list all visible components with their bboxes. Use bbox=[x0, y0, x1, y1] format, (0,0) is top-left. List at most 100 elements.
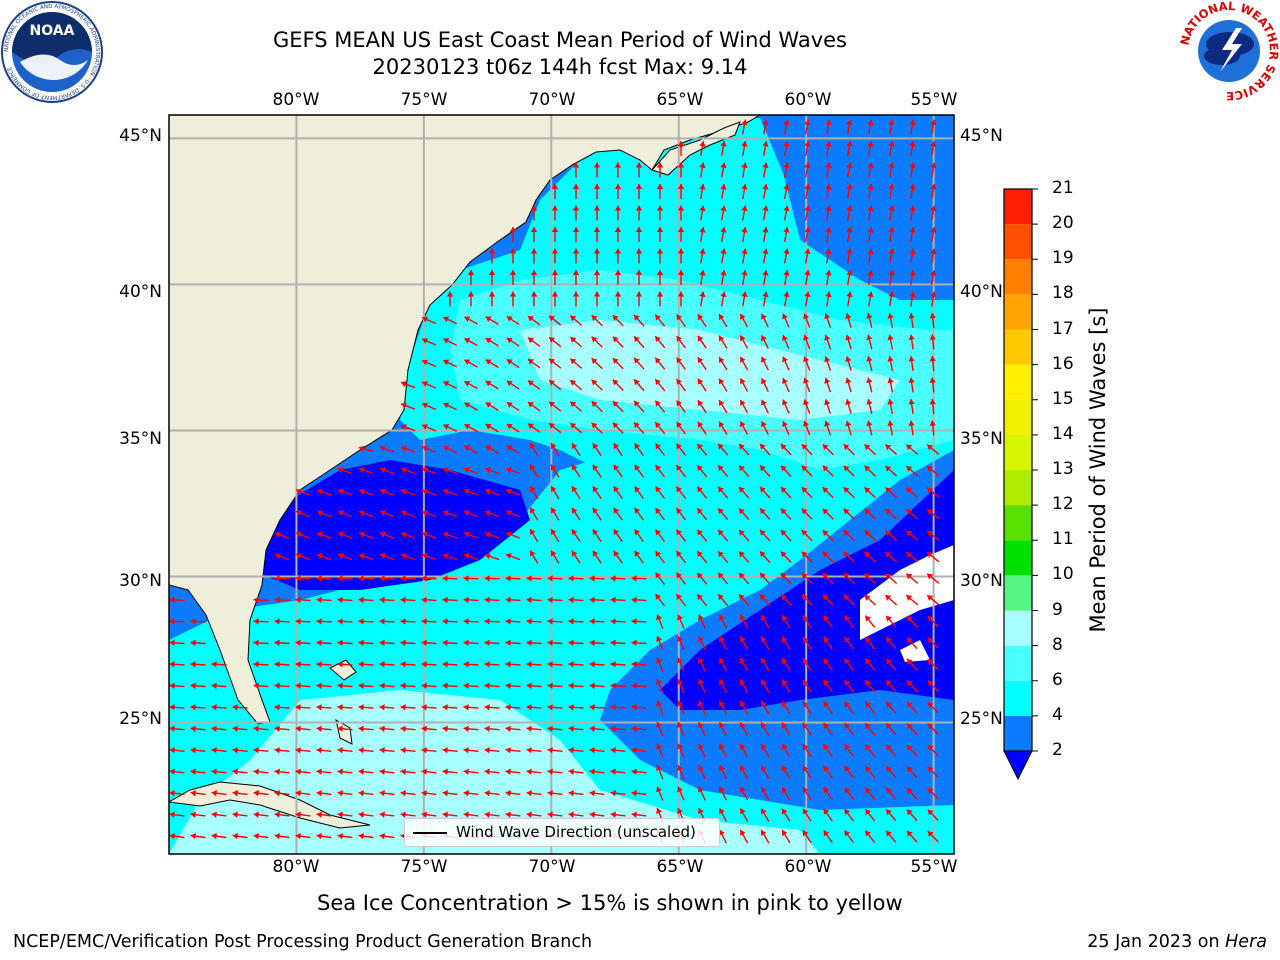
wave-direction-arrow bbox=[823, 722, 833, 736]
wave-direction-arrow bbox=[232, 790, 248, 797]
wave-direction-arrow bbox=[698, 635, 706, 651]
wave-direction-arrow bbox=[379, 553, 395, 561]
wave-direction-arrow bbox=[337, 682, 353, 689]
wave-direction-arrow bbox=[295, 704, 311, 711]
wave-direction-arrow bbox=[464, 423, 478, 433]
lat-tick-left-45n: 45°N bbox=[119, 126, 162, 146]
wave-direction-arrow bbox=[379, 833, 395, 840]
wave-direction-arrow bbox=[762, 162, 769, 178]
wave-direction-arrow bbox=[484, 661, 500, 668]
wave-direction-arrow bbox=[421, 510, 437, 518]
wave-direction-arrow bbox=[866, 399, 873, 414]
wave-direction-arrow bbox=[505, 811, 521, 818]
wave-direction-arrow bbox=[654, 421, 666, 435]
wave-direction-arrow bbox=[905, 444, 919, 455]
wave-direction-arrow bbox=[887, 377, 894, 393]
wave-direction-arrow bbox=[823, 786, 833, 801]
colorbar-bin bbox=[1004, 680, 1032, 716]
wave-direction-arrow bbox=[463, 790, 479, 797]
wave-direction-arrow bbox=[926, 530, 940, 541]
wave-direction-arrow bbox=[825, 226, 832, 243]
wave-direction-arrow bbox=[295, 747, 311, 754]
wave-direction-arrow bbox=[547, 725, 563, 732]
wave-direction-arrow bbox=[358, 682, 374, 689]
wave-direction-arrow bbox=[656, 657, 664, 672]
wave-direction-arrow bbox=[929, 398, 936, 415]
lon-tick-bottom-80w: 80°W bbox=[272, 857, 320, 877]
lat-tick-left-30n: 30°N bbox=[119, 571, 162, 591]
wave-direction-arrow bbox=[843, 443, 855, 456]
wave-direction-arrow bbox=[909, 183, 916, 200]
wave-direction-arrow bbox=[633, 335, 645, 349]
wave-direction-arrow bbox=[485, 359, 499, 368]
wave-direction-arrow bbox=[930, 226, 937, 243]
wave-direction-arrow bbox=[400, 682, 416, 689]
wave-direction-arrow bbox=[676, 400, 686, 413]
wave-direction-arrow bbox=[295, 811, 311, 818]
wave-direction-arrow bbox=[718, 829, 728, 844]
wave-direction-arrow bbox=[720, 248, 727, 264]
wave-direction-arrow bbox=[614, 184, 622, 199]
wave-direction-arrow bbox=[613, 464, 623, 478]
wave-direction-arrow bbox=[485, 337, 499, 347]
wave-direction-arrow bbox=[358, 510, 374, 518]
wave-direction-arrow bbox=[463, 768, 479, 775]
wave-direction-arrow bbox=[864, 572, 876, 585]
wave-direction-arrow bbox=[761, 399, 769, 414]
wave-direction-arrow bbox=[484, 682, 500, 689]
wave-direction-arrow bbox=[696, 529, 708, 542]
wave-direction-arrow bbox=[906, 808, 918, 822]
wave-direction-arrow bbox=[846, 140, 853, 157]
colorbar-tick-label: 14 bbox=[1052, 423, 1074, 444]
wave-direction-arrow bbox=[926, 465, 940, 477]
wave-direction-arrow bbox=[421, 811, 437, 818]
wave-direction-arrow bbox=[592, 507, 602, 521]
wave-direction-arrow bbox=[316, 639, 332, 646]
wave-direction-arrow bbox=[485, 445, 499, 454]
wave-direction-arrow bbox=[509, 291, 517, 307]
wave-direction-arrow bbox=[358, 531, 374, 539]
wave-direction-arrow bbox=[316, 618, 332, 625]
wave-direction-arrow bbox=[442, 402, 458, 411]
wave-direction-arrow bbox=[442, 467, 458, 475]
wave-direction-arrow bbox=[884, 529, 898, 542]
wave-direction-arrow bbox=[274, 811, 290, 818]
wave-direction-arrow bbox=[631, 725, 647, 732]
wave-direction-arrow bbox=[926, 573, 940, 584]
wave-direction-arrow bbox=[421, 618, 437, 625]
wave-direction-arrow bbox=[781, 700, 791, 715]
wave-direction-arrow bbox=[358, 445, 374, 453]
colorbar-tick-label: 16 bbox=[1052, 353, 1074, 374]
wave-direction-arrow bbox=[738, 464, 750, 478]
wave-direction-arrow bbox=[884, 572, 898, 585]
wave-direction-arrow bbox=[843, 486, 855, 499]
wave-direction-arrow bbox=[906, 722, 918, 736]
lon-tick-bottom-65w: 65°W bbox=[656, 857, 704, 877]
wave-direction-arrow bbox=[211, 768, 227, 775]
wave-direction-arrow bbox=[717, 572, 729, 585]
wave-direction-arrow bbox=[190, 618, 206, 625]
wave-direction-arrow bbox=[801, 443, 813, 456]
wave-direction-arrow bbox=[610, 618, 626, 625]
wave-direction-arrow bbox=[762, 269, 769, 286]
wave-direction-arrow bbox=[442, 424, 458, 432]
wave-direction-arrow bbox=[295, 682, 311, 689]
wave-direction-arrow bbox=[656, 721, 664, 737]
no-data-patch-2 bbox=[900, 640, 930, 662]
wave-direction-arrow bbox=[379, 618, 395, 625]
wave-direction-arrow bbox=[884, 486, 898, 499]
wave-direction-arrow bbox=[505, 575, 521, 582]
wave-direction-arrow bbox=[867, 269, 874, 286]
wave-direction-arrow bbox=[843, 572, 855, 585]
wave-direction-arrow bbox=[905, 594, 919, 606]
wave-direction-arrow bbox=[699, 205, 706, 221]
wave-direction-arrow bbox=[887, 420, 894, 436]
lon-tick-bottom-75w: 75°W bbox=[400, 857, 448, 877]
wave-direction-arrow bbox=[656, 248, 664, 264]
wave-direction-arrow bbox=[550, 528, 560, 543]
wave-direction-arrow bbox=[846, 226, 853, 243]
wave-direction-arrow bbox=[780, 572, 792, 585]
wave-direction-arrow bbox=[379, 467, 395, 475]
wave-direction-arrow bbox=[739, 356, 749, 371]
wave-direction-arrow bbox=[569, 336, 583, 348]
